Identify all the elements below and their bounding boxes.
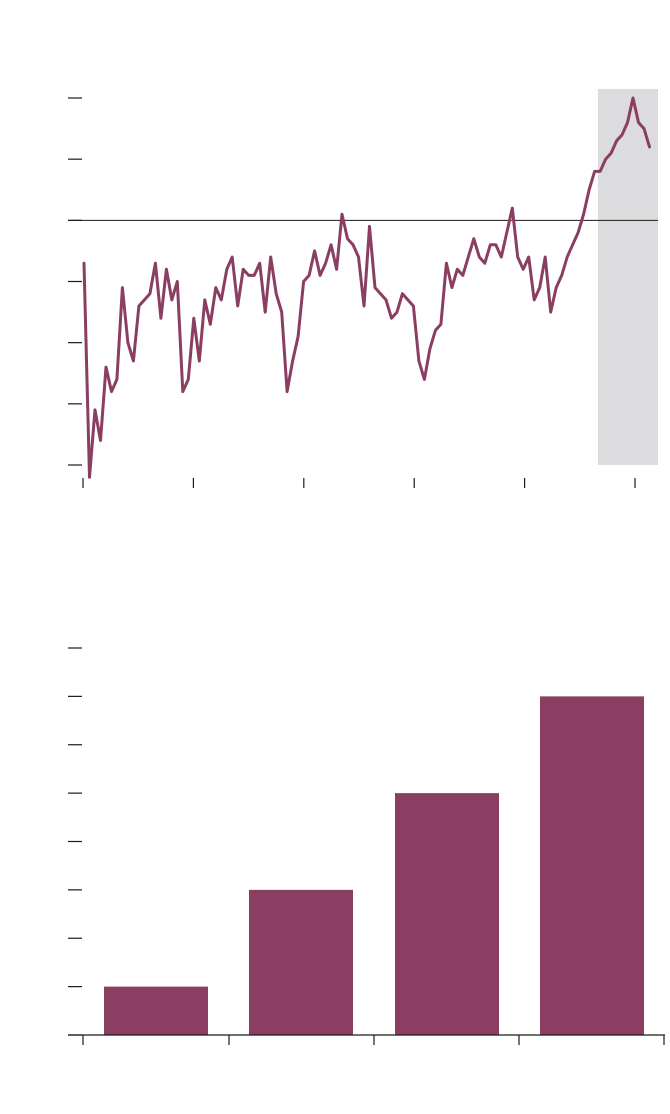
bar (249, 889, 353, 1035)
shaded-region (597, 89, 658, 465)
bar-chart (68, 647, 665, 1045)
line-chart (68, 89, 658, 488)
bar (104, 986, 208, 1035)
bar (540, 696, 644, 1035)
series-line (82, 96, 651, 479)
bar (395, 793, 499, 1035)
